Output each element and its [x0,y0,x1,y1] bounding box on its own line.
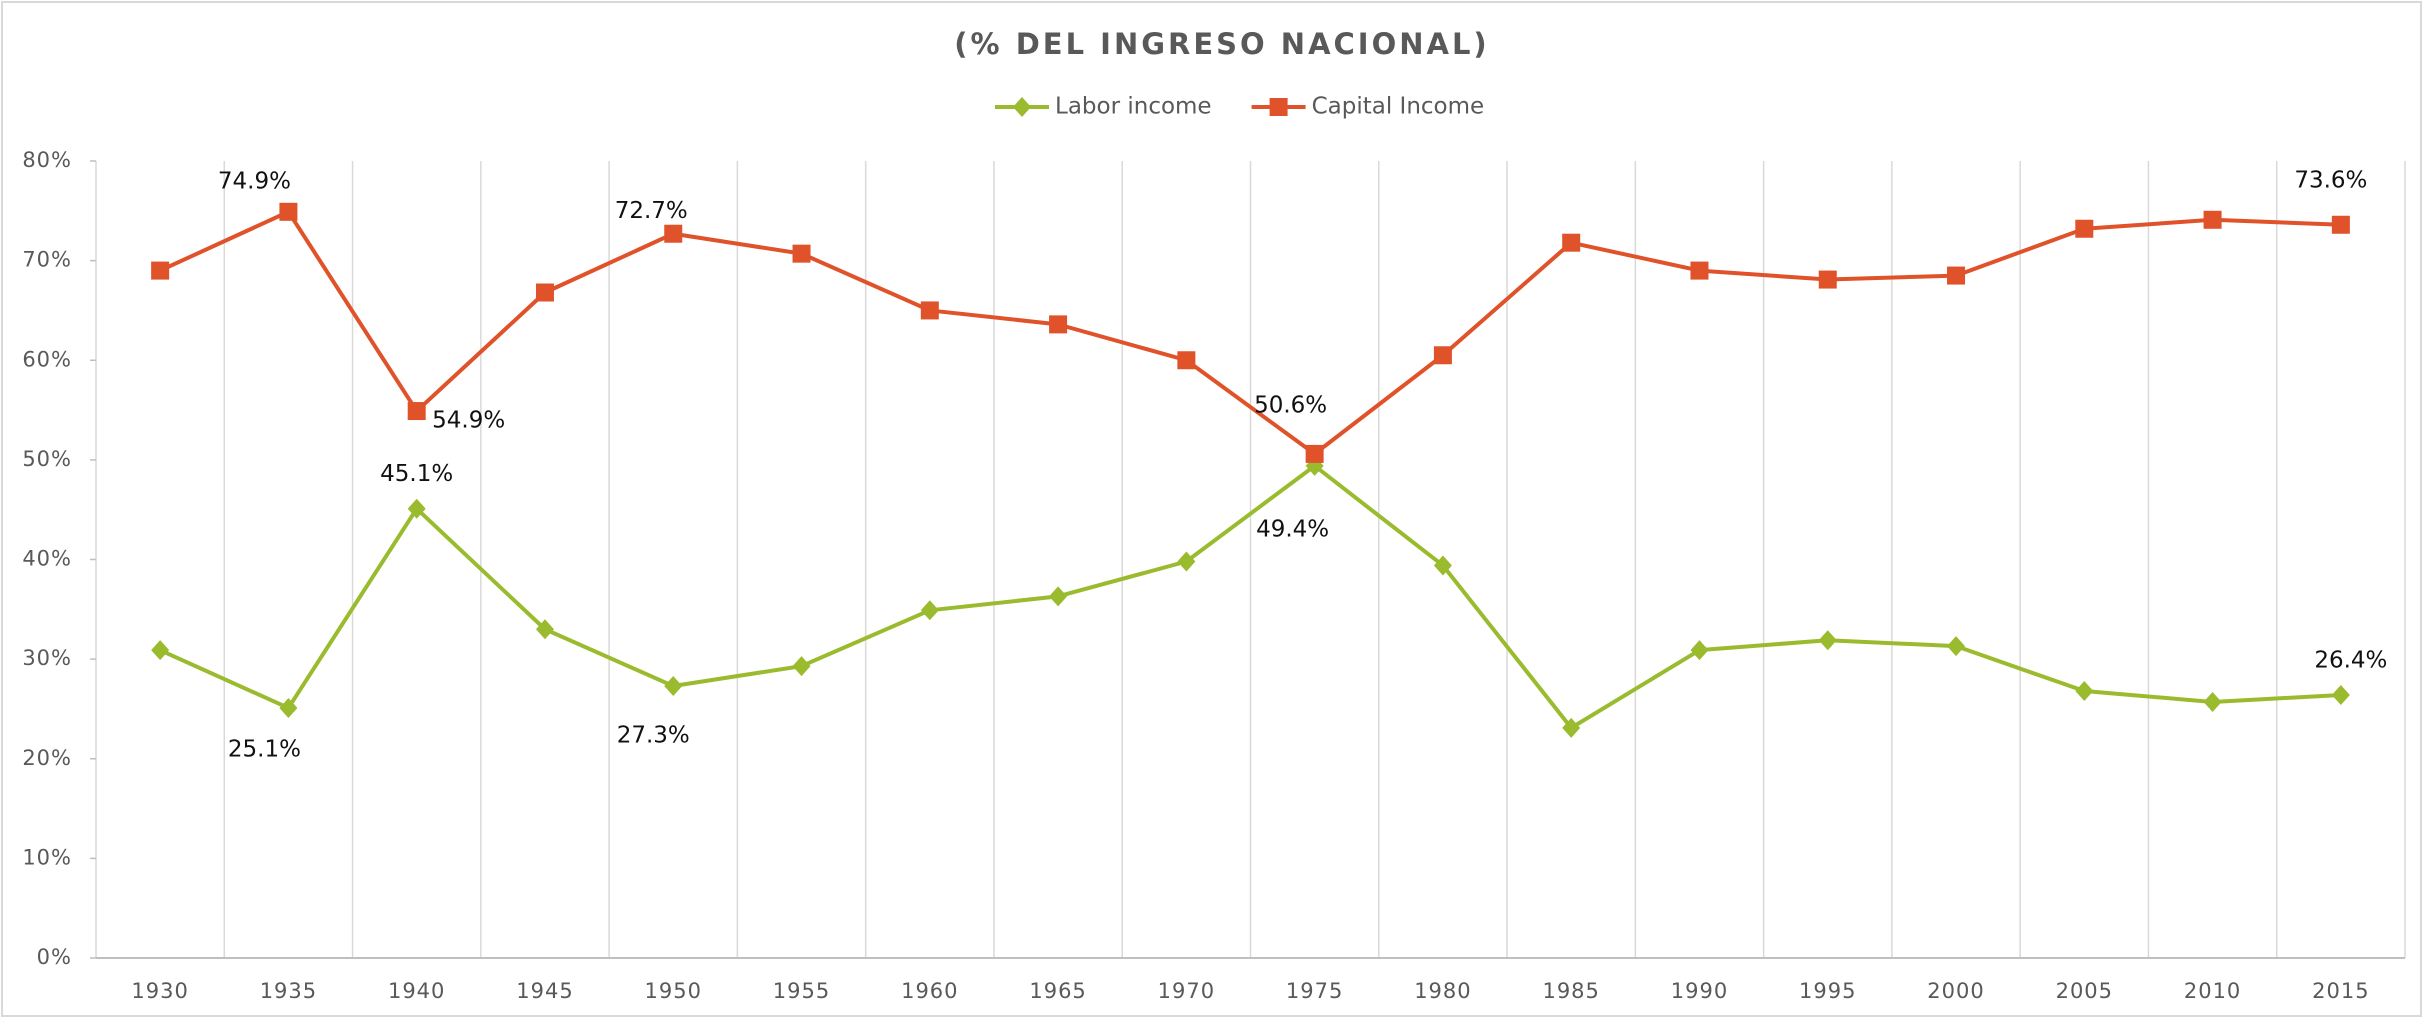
marker [1433,346,1452,365]
marker [1049,586,1068,607]
marker [2203,210,2222,229]
series-line [159,463,2341,730]
marker [1690,261,1709,280]
marker [279,202,298,221]
x-tick-label: 1955 [773,979,830,1003]
marker [1013,97,1031,117]
marker [920,600,939,621]
y-tick-label: 50% [22,447,72,471]
marker [407,498,426,519]
x-tick-label: 1970 [1158,979,1215,1003]
y-tick-label: 40% [22,547,72,571]
marker [664,224,683,243]
marker [1049,315,1068,334]
x-tick-label: 1975 [1286,979,1343,1003]
marker [535,619,554,640]
marker [1690,640,1709,661]
y-tick-label: 10% [22,845,72,869]
y-tick-label: 20% [22,746,72,770]
data-label: 54.9% [432,408,505,434]
marker [792,244,811,263]
marker [1947,266,1966,285]
marker [2203,691,2222,712]
x-tick-label: 2010 [2184,979,2241,1003]
marker [151,640,170,661]
x-tick-label: 1985 [1542,979,1599,1003]
x-tick-label: 1965 [1029,979,1086,1003]
marker [151,261,170,280]
series-line [159,209,2341,456]
data-label: 27.3% [617,723,690,749]
marker [1177,351,1196,370]
x-tick-label: 1940 [388,979,445,1003]
marker [1562,717,1581,738]
data-label: 26.4% [2314,647,2387,673]
y-tick-label: 80% [22,148,72,172]
x-tick-label: 1960 [901,979,958,1003]
data-label: 49.4% [1256,516,1329,542]
marker [535,283,554,302]
x-tick-label: 2005 [2056,979,2113,1003]
x-tick-label: 2015 [2312,979,2369,1003]
x-tick-label: 1980 [1414,979,1471,1003]
x-tick-label: 2000 [1927,979,1984,1003]
marker [792,656,811,677]
legend-label: Capital Income [1312,94,1485,120]
marker [1305,444,1324,463]
marker [2331,684,2350,705]
legend-label: Labor income [1055,94,1212,120]
y-tick-label: 70% [22,248,72,272]
marker [1562,233,1581,252]
data-label: 50.6% [1254,392,1327,418]
marker [1177,551,1196,572]
marker [2075,681,2094,702]
data-label: 25.1% [228,736,301,762]
x-tick-label: 1995 [1799,979,1856,1003]
x-tick-label: 1945 [516,979,573,1003]
data-label: 73.6% [2294,167,2367,193]
series: 74.9% 54.9% 72.7% 50.6% 73.6% [151,167,2367,463]
marker [664,676,683,697]
marker [407,402,426,421]
marker [1269,98,1288,116]
marker [1947,636,1966,657]
y-tick-label: 0% [37,945,72,969]
marker [1433,555,1452,576]
data-label: 45.1% [380,461,453,487]
marker [279,697,298,718]
chart-title: (% DEL INGRESO NACIONAL) [954,27,1489,61]
x-tick-label: 1950 [645,979,702,1003]
data-label: 74.9% [218,168,291,194]
y-tick-label: 60% [22,347,72,371]
data-label: 72.7% [615,198,688,224]
series: 25.1% 45.1% 27.3% 49.4% 26.4% [151,455,2387,762]
marker [1818,630,1837,651]
legend: Labor income Capital Income [995,94,1484,120]
marker [2331,215,2350,234]
x-tick-label: 1930 [131,979,188,1003]
marker [2075,219,2094,238]
marker [1818,270,1837,289]
marker [920,301,939,320]
y-tick-label: 30% [22,646,72,670]
x-tick-label: 1935 [260,979,317,1003]
x-tick-label: 1990 [1671,979,1728,1003]
